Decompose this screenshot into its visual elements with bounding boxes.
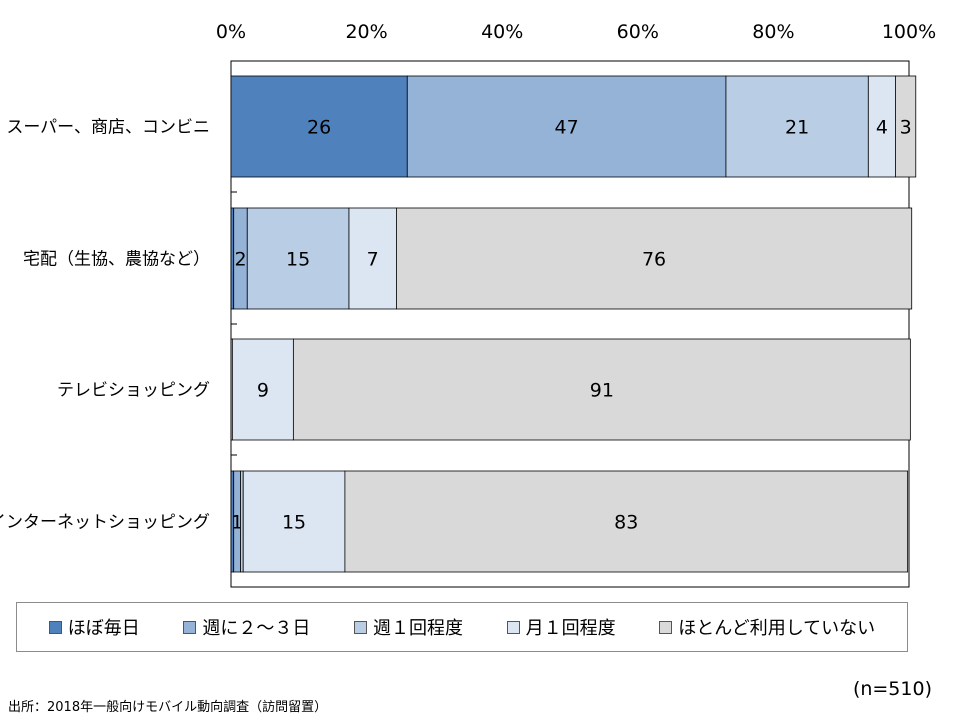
data-label: 9 bbox=[257, 380, 269, 402]
legend-swatch bbox=[659, 620, 673, 634]
legend-label: 週１回程度 bbox=[373, 618, 464, 639]
bar-segment bbox=[230, 75, 408, 178]
x-tick-label: 60% bbox=[617, 21, 659, 43]
bar-segment bbox=[246, 207, 350, 310]
bar-segment bbox=[895, 75, 917, 178]
data-label: 26 bbox=[307, 117, 331, 139]
legend-item: 週１回程度 bbox=[354, 614, 463, 640]
bar-segment bbox=[292, 338, 911, 441]
bar-segment bbox=[240, 470, 244, 573]
data-label: 15 bbox=[286, 249, 310, 271]
data-label: 47 bbox=[555, 117, 579, 139]
bar-segment bbox=[242, 470, 346, 573]
data-label: 76 bbox=[642, 249, 666, 271]
legend-item: 週に２～３日 bbox=[183, 614, 310, 640]
legend-label: 週に２～３日 bbox=[202, 618, 311, 639]
legend-swatch bbox=[183, 620, 197, 634]
x-tick-label: 100% bbox=[882, 21, 936, 43]
data-label: 83 bbox=[614, 512, 638, 534]
data-label: 7 bbox=[367, 249, 379, 271]
bar-segment bbox=[344, 470, 909, 573]
legend-label: ほぼ毎日 bbox=[67, 618, 140, 639]
legend: ほぼ毎日 週に２～３日 週１回程度 月１回程度 ほとんど利用していない bbox=[16, 602, 908, 652]
data-label: 3 bbox=[900, 117, 912, 139]
bar-segment bbox=[725, 75, 869, 178]
bar-segment bbox=[231, 338, 294, 441]
bars: 26 47 21 4 32 15 7 769 911 15 83 bbox=[230, 75, 917, 588]
x-tick-label: 20% bbox=[345, 21, 387, 43]
legend-swatch bbox=[506, 620, 520, 634]
source-note: 出所：2018年一般向けモバイル動向調査（訪問留置） bbox=[8, 700, 328, 715]
x-tick-label: 40% bbox=[481, 21, 523, 43]
legend-item: 月１回程度 bbox=[506, 614, 616, 640]
bar-segment bbox=[867, 75, 896, 178]
bar-segment bbox=[406, 75, 727, 178]
x-tick-label: 0% bbox=[216, 21, 246, 43]
data-label: 2 bbox=[234, 249, 246, 271]
legend-swatch bbox=[48, 620, 62, 634]
legend-swatch bbox=[354, 620, 368, 634]
bar-segment bbox=[348, 207, 397, 310]
category-label: スーパー、商店、コンビニ bbox=[6, 118, 210, 138]
legend-item: ほとんど利用していない bbox=[659, 614, 875, 640]
data-label: 15 bbox=[282, 512, 306, 534]
category-label: 宅配（生協、農協など） bbox=[23, 250, 210, 270]
category-label: テレビショッピング bbox=[57, 381, 210, 401]
bar-segment bbox=[396, 207, 913, 310]
data-label: 4 bbox=[876, 117, 888, 139]
legend-label: 月１回程度 bbox=[525, 618, 616, 639]
legend-label: ほとんど利用していない bbox=[678, 618, 876, 639]
x-axis-ticks: 0% 20% 40% 60% 80% 100% bbox=[216, 21, 936, 43]
bar-segment bbox=[230, 207, 235, 310]
x-tick-label: 80% bbox=[752, 21, 794, 43]
data-label: 21 bbox=[785, 117, 809, 139]
category-label: インターネットショッピング bbox=[0, 513, 210, 533]
sample-size: (n=510) bbox=[852, 678, 932, 700]
data-label: 91 bbox=[590, 380, 614, 402]
legend-item: ほぼ毎日 bbox=[48, 614, 140, 640]
